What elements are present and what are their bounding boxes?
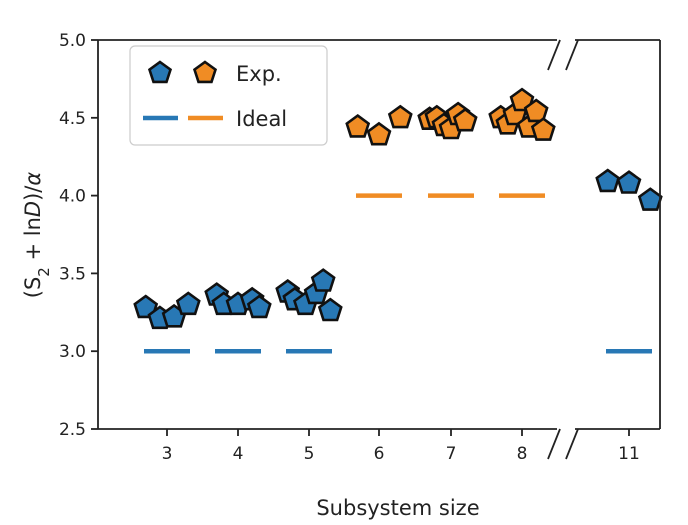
exp-point-3 <box>133 294 159 319</box>
axis-break-mark <box>565 39 579 71</box>
exp-point-8 <box>509 87 535 112</box>
exp-point-3 <box>175 291 201 316</box>
exp-point-11 <box>616 170 642 194</box>
x-tick-label: 8 <box>517 444 528 464</box>
y-tick-label: 3.5 <box>59 264 86 284</box>
y-tick-label: 3.0 <box>59 342 86 362</box>
exp-point-8 <box>523 98 549 123</box>
y-axis-title: (S2 + lnD)/α <box>21 172 53 299</box>
exp-point-11 <box>637 187 663 211</box>
y-title-part: )/ <box>21 185 45 201</box>
y-tick-label: 4.0 <box>59 187 86 207</box>
legend-exp-label: Exp. <box>236 62 282 86</box>
legend-exp-blue-marker <box>147 60 173 84</box>
x-tick-label: 11 <box>618 444 640 464</box>
axis-break-mark <box>547 39 561 71</box>
exp-point-6 <box>387 104 413 129</box>
legend-exp-orange-marker <box>192 60 218 84</box>
x-axis-title: Subsystem size <box>316 496 479 520</box>
y-tick-label: 2.5 <box>59 420 86 440</box>
exp-point-5 <box>310 268 336 292</box>
data-marks <box>133 87 663 354</box>
y-tick-label: 4.5 <box>59 109 86 129</box>
x-tick-label: 3 <box>162 444 173 464</box>
axis-break-mark <box>565 428 579 460</box>
axis-break-mark <box>547 428 561 460</box>
legend-ideal-label: Ideal <box>236 107 287 131</box>
exp-point-6 <box>366 121 392 146</box>
y-title-part: (S <box>21 277 45 299</box>
exp-point-5 <box>317 297 343 322</box>
exp-point-6 <box>345 113 371 138</box>
axes: 2.5 3.0 3.5 4.0 4.5 5.0 3 4 5 6 7 8 11 <box>59 31 661 464</box>
exp-point-8 <box>530 117 556 141</box>
x-tick-label: 7 <box>446 444 457 464</box>
exp-point-11 <box>595 168 621 193</box>
legend-box <box>129 45 328 146</box>
x-tick-label: 6 <box>374 444 385 464</box>
y-title-italic: α <box>21 172 45 186</box>
exp-point-4 <box>246 294 272 319</box>
y-tick-label: 5.0 <box>59 31 86 51</box>
y-title-part: + ln <box>21 217 45 267</box>
y-title-italic: D <box>21 201 45 217</box>
x-tick-label: 5 <box>304 444 315 464</box>
legend: Exp. Ideal <box>129 45 328 146</box>
exp-point-7 <box>452 107 478 132</box>
x-tick-label: 4 <box>233 444 244 464</box>
y-title-subscript: 2 <box>35 267 53 277</box>
